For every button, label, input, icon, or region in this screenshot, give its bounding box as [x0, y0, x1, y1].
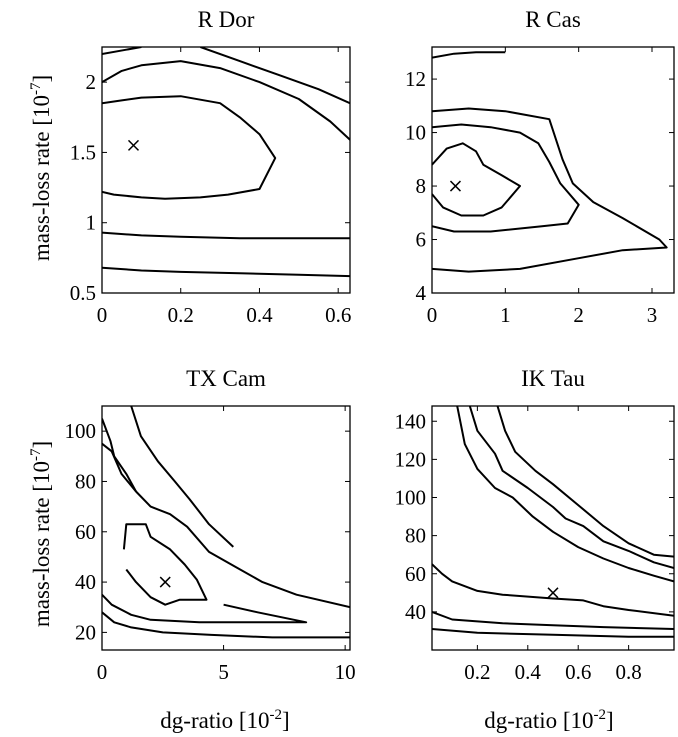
best-fit-marker	[449, 180, 461, 192]
contour-line-3	[102, 418, 137, 492]
y-tick-label: 8	[416, 174, 427, 198]
best-fit-marker	[127, 139, 140, 151]
y-tick-label: 1.5	[70, 140, 96, 164]
contour-line-4	[130, 406, 234, 548]
y-tick-label: 4	[416, 281, 427, 305]
x-tick-label: 0	[427, 303, 438, 327]
contour-line-3	[102, 47, 142, 55]
contour-line-5	[102, 231, 350, 240]
contour-line-3	[496, 406, 674, 558]
x-tick-label: 0	[97, 660, 108, 684]
y-tick-label: 2	[86, 70, 97, 94]
y-tick-label: 100	[65, 419, 97, 443]
axes-frame	[431, 46, 675, 294]
y-tick-label: 40	[405, 600, 426, 624]
y-tick-label: 140	[395, 409, 427, 433]
svg-text:mass-loss rate [10-7]: mass-loss rate [10-7]	[28, 441, 54, 627]
contour-line-4	[432, 563, 674, 617]
contour-line-6	[102, 266, 350, 278]
contour-panel-3: TX Cam 0 5 10 20 40 60 80 100	[65, 366, 356, 684]
x-tick-label: 3	[647, 303, 658, 327]
y-tick-label: 120	[395, 447, 427, 471]
y-tick-label: 80	[75, 469, 96, 493]
contour-line-1	[122, 523, 208, 606]
x-tick-label: 0.4	[515, 660, 542, 684]
contour-line-4	[432, 51, 506, 59]
panel-title: IK Tau	[521, 366, 585, 391]
y-tick-label: 20	[75, 620, 96, 644]
y-tick-label: 0.5	[70, 281, 96, 305]
x-tick-label: 0.2	[464, 660, 490, 684]
x-tick-label: 0.8	[616, 660, 642, 684]
contour-line-1	[456, 406, 674, 583]
contour-line-6	[432, 628, 674, 638]
panel-title: R Dor	[198, 7, 255, 32]
contour-line-6	[102, 611, 350, 639]
contour-line-1	[432, 142, 521, 217]
x-tick-label: 0.6	[325, 303, 351, 327]
y-tick-label: 10	[405, 121, 426, 145]
y-tick-label: 80	[405, 524, 426, 548]
y-tick-label: 6	[416, 228, 427, 252]
svg-text:mass-loss rate [10-7]: mass-loss rate [10-7]	[28, 75, 54, 261]
y-tick-label: 1	[86, 211, 97, 235]
panel-title: TX Cam	[186, 366, 266, 391]
contour-line-5	[102, 594, 308, 624]
x-tick-label: 10	[335, 660, 356, 684]
contour-line-2	[432, 123, 580, 233]
contour-panel-1: R Dor 0 0.2 0.4 0.6 0.5 1 1.5 2	[70, 7, 352, 327]
contour-line-2	[102, 60, 350, 141]
y-tick-label: 12	[405, 67, 426, 91]
y-tick-label: 40	[75, 570, 96, 594]
y-tick-label: 60	[405, 562, 426, 586]
y-tick-label: 100	[395, 486, 427, 510]
x-tick-label: 0	[97, 303, 108, 327]
y-axis-label-bottom: mass-loss rate [10-7]	[28, 441, 54, 627]
y-axis-label-top: mass-loss rate [10-7]	[28, 75, 54, 261]
axes-frame	[101, 46, 351, 294]
x-tick-label: 2	[573, 303, 584, 327]
contour-panel-4: IK Tau 0.2 0.4 0.6 0.8 40 60 80 100 120 140	[395, 366, 675, 684]
axes-frame	[101, 405, 351, 651]
x-tick-label: 1	[500, 303, 511, 327]
y-tick-label: 60	[75, 520, 96, 544]
panel-title: R Cas	[525, 7, 581, 32]
contour-line-5	[432, 610, 674, 630]
contour-line-2	[468, 406, 674, 569]
x-axis-label-right: dg-ratio [10-2]	[484, 707, 613, 733]
x-tick-label: 0.2	[168, 303, 194, 327]
axes-frame	[431, 405, 675, 651]
contour-line-3	[432, 107, 668, 273]
contour-line-1	[102, 95, 277, 200]
best-fit-marker	[159, 576, 171, 588]
contour-line-2	[102, 442, 350, 609]
best-fit-marker	[547, 587, 559, 599]
x-axis-label-left: dg-ratio [10-2]	[160, 707, 289, 733]
contour-line-4	[200, 47, 350, 105]
x-tick-label: 0.6	[565, 660, 591, 684]
x-tick-label: 0.4	[246, 303, 273, 327]
x-tick-label: 5	[218, 660, 229, 684]
